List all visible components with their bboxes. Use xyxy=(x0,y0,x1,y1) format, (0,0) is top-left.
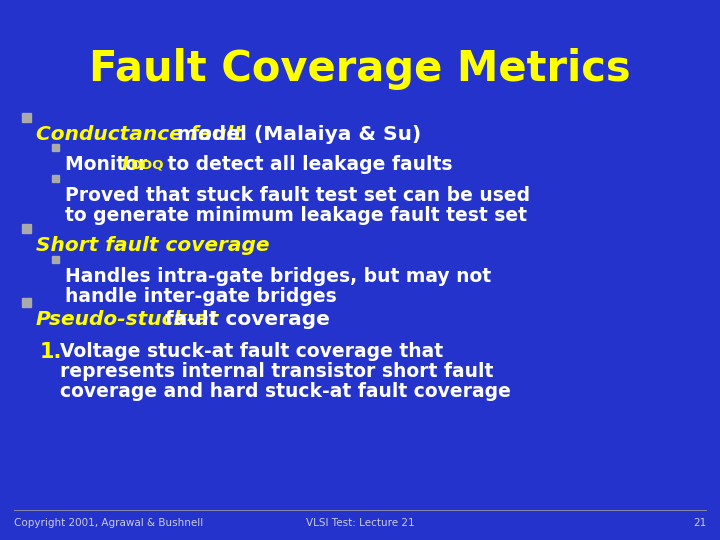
Text: DDQ: DDQ xyxy=(131,159,164,172)
Text: Proved that stuck fault test set can be used: Proved that stuck fault test set can be … xyxy=(65,186,530,205)
Text: I: I xyxy=(122,155,129,174)
Text: Monitor: Monitor xyxy=(65,155,154,174)
Text: Pseudo-stuck-at: Pseudo-stuck-at xyxy=(36,310,220,329)
Bar xyxy=(22,298,31,307)
Bar xyxy=(52,144,59,151)
Bar xyxy=(52,256,59,263)
Text: 1.: 1. xyxy=(40,342,63,362)
Text: fault coverage: fault coverage xyxy=(158,310,330,329)
Text: VLSI Test: Lecture 21: VLSI Test: Lecture 21 xyxy=(306,518,414,528)
Bar xyxy=(52,175,59,182)
Text: Copyright 2001, Agrawal & Bushnell: Copyright 2001, Agrawal & Bushnell xyxy=(14,518,203,528)
Text: to generate minimum leakage fault test set: to generate minimum leakage fault test s… xyxy=(65,206,527,225)
Text: Short fault coverage: Short fault coverage xyxy=(36,236,269,255)
Text: Voltage stuck-at fault coverage that: Voltage stuck-at fault coverage that xyxy=(60,342,443,361)
Text: 21: 21 xyxy=(693,518,706,528)
Text: coverage and hard stuck-at fault coverage: coverage and hard stuck-at fault coverag… xyxy=(60,382,511,401)
Text: handle inter-gate bridges: handle inter-gate bridges xyxy=(65,287,337,306)
Text: Handles intra-gate bridges, but may not: Handles intra-gate bridges, but may not xyxy=(65,267,491,286)
Text: Conductance fault: Conductance fault xyxy=(36,125,243,144)
Text: represents internal transistor short fault: represents internal transistor short fau… xyxy=(60,362,493,381)
Text: Fault Coverage Metrics: Fault Coverage Metrics xyxy=(89,48,631,90)
Bar xyxy=(22,113,31,122)
Text: model (Malaiya & Su): model (Malaiya & Su) xyxy=(170,125,421,144)
Bar xyxy=(22,224,31,233)
Text: to detect all leakage faults: to detect all leakage faults xyxy=(161,155,452,174)
